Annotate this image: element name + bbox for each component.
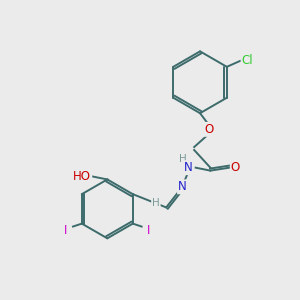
Text: I: I	[147, 224, 151, 238]
Text: O: O	[231, 161, 240, 174]
Text: O: O	[204, 123, 214, 136]
Text: H: H	[152, 198, 160, 208]
Text: N: N	[178, 180, 187, 193]
Text: N: N	[184, 161, 193, 174]
Text: HO: HO	[73, 170, 91, 183]
Text: H: H	[178, 154, 186, 164]
Text: Cl: Cl	[242, 54, 253, 68]
Text: I: I	[64, 224, 67, 238]
